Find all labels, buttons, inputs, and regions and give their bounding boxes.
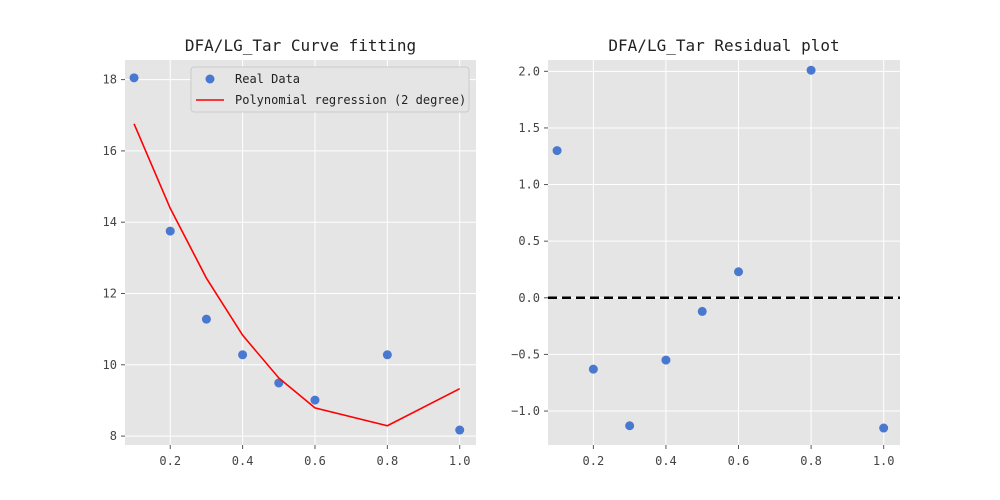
y-tick-label: 1.5 [518, 121, 540, 135]
y-tick-label: 2.0 [518, 64, 540, 78]
data-point [625, 421, 635, 431]
x-tick-label: 1.0 [449, 454, 471, 468]
data-point [201, 314, 211, 324]
x-tick-label: 0.4 [232, 454, 254, 468]
data-point [661, 355, 671, 365]
legend [190, 66, 470, 113]
y-tick-label: 16 [103, 144, 117, 158]
y-tick-label: −0.5 [511, 347, 540, 361]
legend-point-marker [205, 74, 215, 84]
data-point [806, 65, 816, 75]
curve-fitting-chart: 0.2 0.4 0.6 0.8 1.0 8 10 12 14 16 18 DFA/LG_Tar Cur… [103, 36, 476, 468]
regression-line [133, 123, 461, 427]
data-point [879, 423, 889, 433]
legend-label: Real Data [235, 72, 300, 86]
x-tick-label: 0.2 [583, 454, 605, 468]
x-tick-label: 0.8 [800, 454, 822, 468]
x-tick-label: 0.8 [377, 454, 399, 468]
x-tick-label: 0.2 [159, 454, 181, 468]
y-tick-label: 10 [103, 358, 117, 372]
x-tick-label: 0.6 [728, 454, 750, 468]
y-tick-label: −1.0 [511, 404, 540, 418]
residual-plot-chart: 0.2 0.4 0.6 0.8 1.0 −1.0 −0.5 0.0 0.5 1.0 1.5 2.0 DF… [511, 36, 900, 468]
plot-area [548, 60, 900, 445]
y-tick-label: 12 [103, 286, 117, 300]
data-point [588, 364, 598, 374]
data-point [697, 306, 707, 316]
y-tick-label: 8 [110, 429, 117, 443]
data-point [382, 350, 392, 360]
y-tick-label: 1.0 [518, 178, 540, 192]
chart-title: DFA/LG_Tar Curve fitting [185, 36, 416, 55]
data-point [129, 73, 139, 83]
x-tick-label: 0.4 [655, 454, 677, 468]
plot-area [125, 60, 476, 445]
legend-label: Polynomial regression (2 degree) [235, 93, 466, 107]
data-point [734, 267, 744, 277]
chart-title: DFA/LG_Tar Residual plot [608, 36, 839, 55]
data-point [552, 146, 562, 156]
y-tick-label: 18 [103, 73, 117, 87]
data-point [455, 425, 465, 435]
y-tick-label: 0.0 [518, 291, 540, 305]
y-tick-label: 0.5 [518, 234, 540, 248]
x-tick-label: 1.0 [873, 454, 895, 468]
y-tick-label: 14 [103, 215, 117, 229]
x-tick-label: 0.6 [304, 454, 326, 468]
data-point [165, 226, 175, 236]
data-point [310, 395, 320, 405]
data-point [238, 350, 248, 360]
